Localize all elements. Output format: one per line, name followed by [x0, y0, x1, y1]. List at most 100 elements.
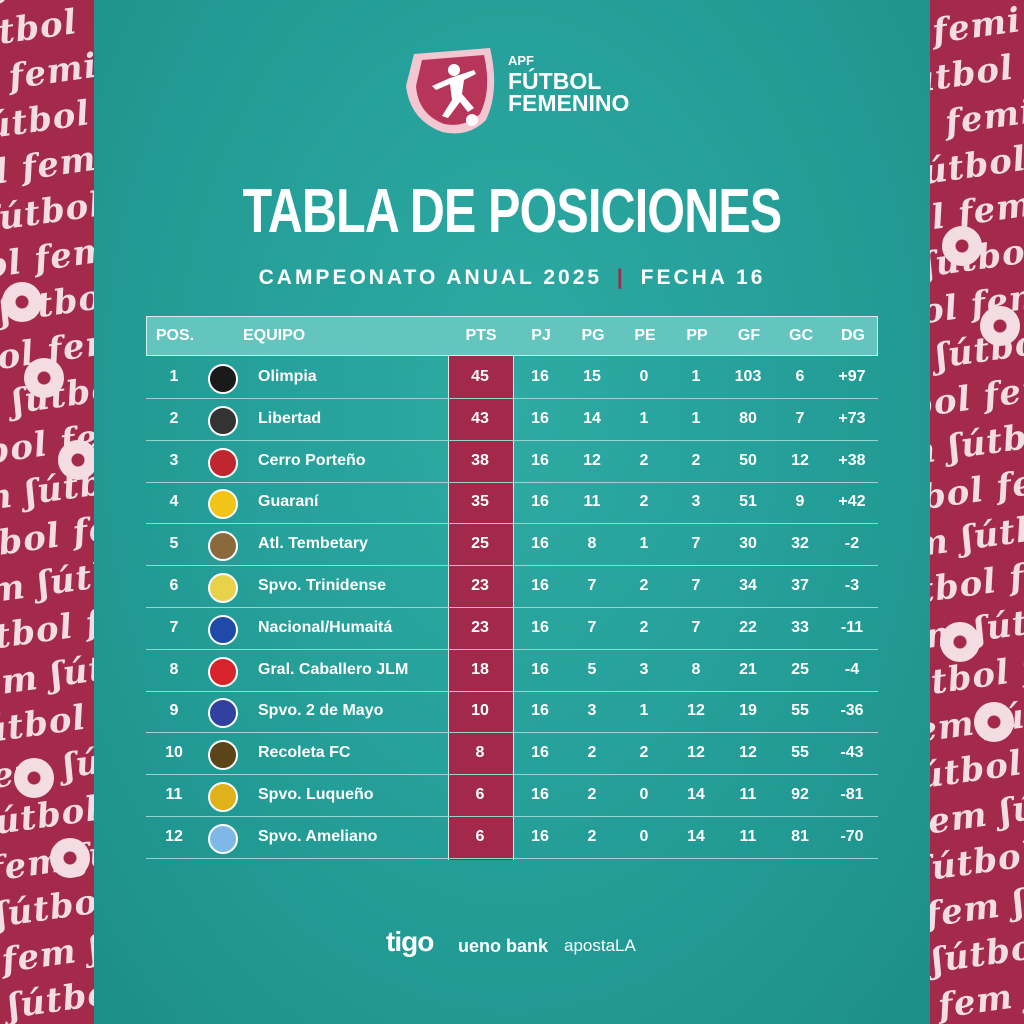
- row-gf: 22: [739, 618, 757, 636]
- row-team-name: Spvo. Trinidense: [258, 577, 387, 594]
- row-dg: -70: [840, 827, 864, 845]
- row-pj: 16: [531, 744, 549, 762]
- team-crest-icon: [208, 531, 238, 562]
- row-pe: 1: [639, 702, 649, 720]
- row-pe: 1: [639, 409, 649, 427]
- row-pg: 3: [587, 702, 597, 720]
- row-pj: 16: [531, 493, 549, 511]
- subtitle-round: FECHA 16: [640, 266, 766, 289]
- table-row: 1 45 16 15 0 1 103 6 +97 Olimpia: [146, 357, 878, 399]
- header-gc: GC: [789, 327, 813, 344]
- row-pj: 16: [531, 827, 549, 845]
- row-gc: 32: [791, 535, 809, 553]
- header-gf: GF: [737, 327, 761, 344]
- row-pts: 6: [475, 827, 485, 845]
- sponsor-tigo-logo: tigo: [386, 926, 434, 957]
- brand-line-futbol: FÚTBOL: [508, 68, 602, 94]
- row-dg: -2: [844, 535, 860, 553]
- row-gc: 81: [791, 827, 809, 845]
- row-dg: -11: [840, 618, 864, 636]
- row-pos: 8: [169, 660, 179, 678]
- team-crest-icon: [208, 698, 238, 729]
- table-row: 9 10 16 3 1 12 19 55 -36 Spvo. 2 de Mayo: [146, 691, 878, 734]
- row-team-name: Nacional/Humaitá: [258, 618, 393, 636]
- row-pos: 1: [169, 368, 179, 385]
- row-gc: 6: [795, 368, 805, 385]
- row-team-name: Gral. Caballero JLM: [258, 660, 409, 678]
- row-pe: 0: [639, 786, 649, 803]
- row-pts: 23: [471, 618, 489, 636]
- row-pos: 3: [169, 451, 179, 469]
- table-row: 5 25 16 8 1 7 30 32 -2 Atl. Tembetary: [146, 524, 878, 567]
- table-row: 12 6 16 2 0 14 11 81 -70 Spvo. Ameliano: [146, 817, 878, 859]
- row-gf: 80: [739, 409, 757, 427]
- team-crest-icon: [208, 656, 238, 687]
- row-pj: 16: [531, 409, 549, 427]
- row-pp: 2: [691, 451, 701, 469]
- row-pp: 12: [687, 744, 705, 762]
- soccer-ball-icon: [942, 226, 982, 266]
- row-pg: 2: [587, 744, 597, 762]
- row-gf: 103: [734, 368, 762, 385]
- table-header: POS. EQUIPO PTS PJ PG PE PP GF GC DG: [146, 316, 878, 356]
- row-gf: 11: [739, 786, 757, 803]
- row-gc: 9: [795, 493, 805, 511]
- soccer-ball-icon: [980, 306, 1020, 346]
- row-pp: 7: [691, 618, 701, 636]
- row-pos: 4: [169, 493, 179, 511]
- row-gf: 11: [739, 827, 757, 845]
- sponsor-aposta-la-logo: apostaLA: [564, 936, 636, 955]
- team-crest-icon: [208, 573, 238, 603]
- subtitle-separator: |: [616, 266, 626, 289]
- table-row: 10 8 16 2 2 12 12 55 -43 Recoleta FC: [146, 733, 878, 776]
- page-subtitle: CAMPEONATO ANUAL 2025 | FECHA 16: [0, 266, 1024, 290]
- row-dg: +73: [838, 409, 866, 427]
- row-team-name: Spvo. 2 de Mayo: [258, 702, 384, 720]
- team-crest-icon: [208, 782, 238, 812]
- row-pts: 6: [475, 786, 485, 803]
- header-pe: PE: [634, 327, 656, 344]
- sponsors-bar: tigo ueno bank apostaLA: [0, 924, 1024, 964]
- points-column-highlight: [448, 316, 514, 860]
- row-pos: 7: [169, 618, 179, 636]
- row-pg: 5: [587, 660, 597, 678]
- row-pj: 16: [531, 535, 549, 553]
- row-gc: 55: [791, 744, 809, 762]
- row-pe: 3: [639, 660, 649, 678]
- row-pts: 23: [471, 577, 489, 594]
- header-pj: PJ: [531, 327, 551, 344]
- team-crest-icon: [208, 405, 238, 436]
- row-gc: 25: [791, 660, 809, 678]
- row-pg: 7: [587, 618, 597, 636]
- soccer-ball-icon: [58, 440, 94, 480]
- row-pp: 3: [691, 493, 701, 511]
- row-pts: 10: [471, 702, 489, 720]
- row-team-name: Atl. Tembetary: [258, 535, 368, 553]
- row-gc: 37: [791, 577, 809, 594]
- soccer-ball-icon: [14, 758, 54, 798]
- soccer-ball-icon: [974, 702, 1014, 742]
- row-pp: 1: [691, 368, 701, 385]
- row-pe: 2: [639, 451, 649, 469]
- table-row: 6 23 16 7 2 7 34 37 -3 Spvo. Trinidense: [146, 566, 878, 608]
- row-team-name: Recoleta FC: [258, 744, 351, 762]
- table-row: 3 38 16 12 2 2 50 12 +38 Cerro Porteño: [146, 441, 878, 483]
- row-pos: 9: [169, 702, 179, 720]
- table-row: 11 6 16 2 0 14 11 92 -81 Spvo. Luqueño: [146, 775, 878, 817]
- row-pos: 5: [169, 535, 179, 553]
- row-team-name: Spvo. Ameliano: [258, 827, 378, 845]
- soccer-ball-icon: [50, 838, 90, 878]
- row-pj: 16: [531, 660, 549, 678]
- row-pts: 38: [471, 451, 489, 469]
- team-crest-icon: [208, 740, 238, 771]
- row-pts: 18: [471, 660, 489, 678]
- row-pg: 2: [587, 827, 597, 845]
- row-dg: -36: [840, 702, 864, 720]
- row-gf: 51: [739, 493, 757, 511]
- header-pos: POS.: [155, 327, 195, 344]
- row-dg: -43: [840, 744, 864, 762]
- row-pj: 16: [531, 786, 549, 803]
